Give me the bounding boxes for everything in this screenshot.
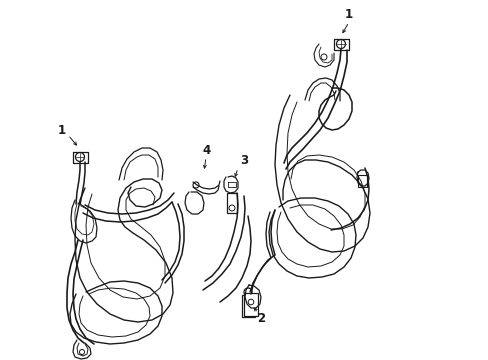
Bar xyxy=(244,293,258,316)
Circle shape xyxy=(245,301,250,306)
Circle shape xyxy=(336,40,345,49)
Bar xyxy=(226,193,237,213)
Circle shape xyxy=(80,350,84,355)
Text: 1: 1 xyxy=(58,123,66,136)
Circle shape xyxy=(75,153,84,162)
Bar xyxy=(242,295,254,317)
Circle shape xyxy=(320,54,326,60)
Circle shape xyxy=(228,205,235,211)
Text: 1: 1 xyxy=(344,8,352,21)
Text: 2: 2 xyxy=(256,311,264,324)
Circle shape xyxy=(248,299,253,305)
Text: 4: 4 xyxy=(203,144,211,157)
Text: 3: 3 xyxy=(240,153,247,166)
Circle shape xyxy=(193,182,199,188)
Bar xyxy=(357,175,366,187)
Circle shape xyxy=(244,288,251,296)
